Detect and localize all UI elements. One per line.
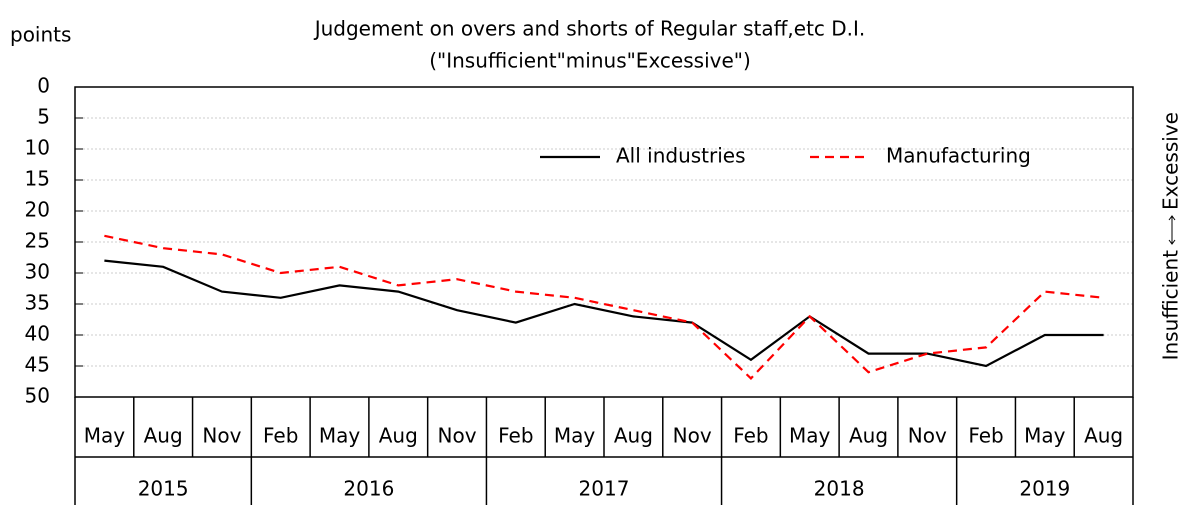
x-tick-label: May bbox=[84, 424, 126, 448]
x-tick-label: Nov bbox=[202, 424, 241, 448]
x-tick-label: Feb bbox=[498, 424, 533, 448]
y-tick-label: 30 bbox=[25, 260, 50, 284]
year-label: 2018 bbox=[814, 477, 865, 501]
x-tick-label: May bbox=[319, 424, 361, 448]
y-tick-label: 50 bbox=[25, 384, 50, 408]
x-tick-label: Nov bbox=[438, 424, 477, 448]
legend-label: All industries bbox=[616, 144, 746, 168]
y-tick-label: 40 bbox=[25, 322, 50, 346]
right-label-high: Excessive bbox=[1159, 112, 1183, 210]
x-tick-label: Nov bbox=[673, 424, 712, 448]
x-tick-label: Aug bbox=[144, 424, 183, 448]
x-tick-label: Feb bbox=[263, 424, 298, 448]
y-tick-label: 5 bbox=[37, 105, 50, 129]
right-label: Insufficient Excessive bbox=[1159, 112, 1183, 360]
x-tick-label: May bbox=[554, 424, 596, 448]
x-tick-label: May bbox=[1024, 424, 1066, 448]
chart-subtitle: ("Insufficient"minus"Excessive") bbox=[429, 49, 751, 73]
right-label-low: Insufficient bbox=[1159, 250, 1183, 361]
x-tick-label: May bbox=[789, 424, 831, 448]
x-tick-label: Aug bbox=[1084, 424, 1123, 448]
legend-label: Manufacturing bbox=[886, 144, 1031, 168]
x-tick-label: Aug bbox=[849, 424, 888, 448]
x-tick-label: Aug bbox=[614, 424, 653, 448]
chart-title: Judgement on overs and shorts of Regular… bbox=[313, 17, 866, 41]
x-tick-label: Nov bbox=[908, 424, 947, 448]
year-label: 2017 bbox=[579, 477, 630, 501]
y-tick-label: 35 bbox=[25, 291, 50, 315]
y-axis-label: points bbox=[10, 23, 71, 47]
y-tick-label: 10 bbox=[25, 136, 50, 160]
arrow-heads bbox=[1168, 215, 1176, 245]
x-tick-label: Aug bbox=[379, 424, 418, 448]
year-label: 2015 bbox=[138, 477, 189, 501]
year-label: 2016 bbox=[343, 477, 394, 501]
x-tick-label: Feb bbox=[968, 424, 1003, 448]
y-tick-label: 15 bbox=[25, 167, 50, 191]
x-tick-label: Feb bbox=[733, 424, 768, 448]
y-tick-label: 20 bbox=[25, 198, 50, 222]
series-line bbox=[104, 259, 1104, 368]
y-tick-label: 45 bbox=[25, 353, 50, 377]
year-label: 2019 bbox=[1019, 477, 1070, 501]
series-line bbox=[104, 234, 1104, 380]
y-tick-label: 25 bbox=[25, 229, 50, 253]
y-tick-label: 0 bbox=[37, 74, 50, 98]
